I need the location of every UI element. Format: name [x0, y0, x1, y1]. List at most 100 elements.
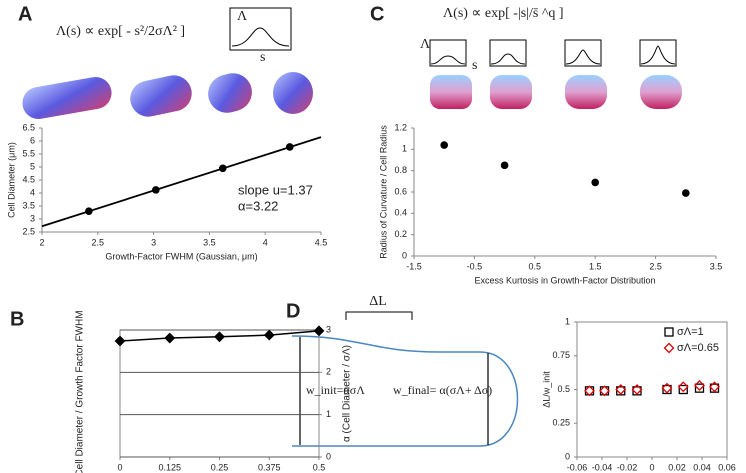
x-tick-label: 1.5: [589, 261, 602, 271]
y-tick-label: 0.25: [552, 418, 570, 428]
y-tick-label: 4: [30, 187, 35, 197]
formula: Λ(s) ∝ exp[ -|s|/s̄ ^q ]: [443, 6, 564, 21]
data-point: [599, 385, 610, 397]
x-tick-label: -0.06: [567, 462, 588, 472]
x-tick-label: 3.5: [710, 261, 723, 271]
data-point: [285, 143, 294, 151]
x-tick-label: 2.5: [649, 261, 662, 271]
data-point: [584, 385, 595, 397]
x-tick-label: -0.04: [592, 462, 613, 472]
x-axis-title: Excess Kurtosis in Growth-Factor Distrib…: [474, 275, 655, 285]
legend-marker: [663, 342, 675, 354]
y-tick-label: 1: [326, 409, 331, 419]
data-point: [615, 384, 627, 395]
data-point: [85, 207, 93, 215]
y-tick-label: 0.6: [394, 186, 407, 196]
legend-label: σΛ=1: [677, 326, 704, 338]
axes: [413, 128, 716, 257]
y-tick-label: 2.5: [22, 226, 35, 236]
inset-label: s: [260, 50, 265, 65]
y-tick-label: 1: [565, 316, 570, 326]
data-point: [263, 329, 275, 341]
y-tick-label: 1: [402, 144, 407, 154]
panel-letter: C: [370, 3, 384, 25]
y-tick-label: 0.5: [557, 384, 570, 394]
data-point: [661, 382, 673, 394]
legend-marker: [664, 327, 674, 337]
inset-gaussian: [229, 7, 292, 51]
y-tick-label: 6.5: [22, 122, 35, 132]
data-point: [631, 384, 643, 395]
cell-images-c: [430, 75, 682, 109]
x-tick-label: 0.5: [313, 462, 326, 472]
y-tick-label: 0.75: [552, 350, 570, 360]
x-tick-label: 4: [263, 237, 268, 247]
legend-label: σΛ=0.65: [677, 342, 719, 354]
y-tick-label: 3: [30, 213, 35, 223]
y-tick-label: 5.5: [22, 148, 35, 158]
diagram-label: ΔL: [369, 294, 387, 309]
data-point: [218, 164, 227, 173]
data-point: [682, 189, 690, 197]
y-tick-label: 0.4: [394, 208, 407, 218]
data-point: [694, 383, 705, 393]
data-point: [584, 386, 595, 396]
data-point: [599, 386, 610, 396]
inset-label: Λ: [420, 37, 431, 52]
inset-kurtosis: [429, 39, 677, 67]
x-tick-label: -1.5: [406, 261, 422, 271]
data-point: [591, 178, 599, 187]
y-tick-label: 0: [565, 451, 570, 461]
inset-label: s: [472, 58, 477, 73]
y-tick-label: 0: [402, 250, 407, 260]
plot-frame: [119, 329, 320, 458]
y-axis-title: Cell Diameter / Growth Factor FWHM: [75, 310, 86, 473]
data-point: [500, 161, 509, 170]
data-point: [214, 331, 225, 343]
x-tick-label: 3.5: [203, 237, 216, 247]
diagram-label: w_init=ασΛ: [306, 383, 365, 397]
y-tick-label: 3.5: [22, 200, 35, 210]
x-tick-label: 0.25: [211, 462, 229, 472]
x-tick-label: -0.5: [467, 261, 483, 271]
x-tick-label: 0.5: [529, 261, 542, 271]
diagram-label: w_final= α(σΛ+ Δσ): [393, 383, 492, 397]
x-tick-label: 2.5: [92, 237, 105, 247]
y-axis-title: Radius of Curvature / Cell Radius: [378, 125, 388, 259]
panel-letter: A: [18, 3, 32, 25]
data-point: [164, 332, 176, 344]
data-point: [678, 384, 688, 395]
y-tick-label: 4.5: [22, 174, 35, 184]
annotation: α=3.22: [238, 198, 278, 213]
panel-letter: D: [286, 300, 300, 322]
data-point: [677, 381, 689, 393]
y-tick-label: 0: [326, 451, 331, 461]
data-point: [694, 380, 705, 391]
data-point: [114, 335, 126, 347]
y-tick-label: 1.2: [394, 122, 407, 132]
x-tick-label: 0: [649, 462, 654, 472]
x-tick-label: 0: [117, 462, 122, 472]
y-tick-label: 5: [30, 161, 35, 171]
data-point: [313, 325, 325, 337]
x-tick-label: 2: [39, 237, 44, 247]
y-tick-label: 6: [30, 135, 35, 145]
x-tick-label: 0.06: [718, 462, 736, 472]
x-tick-label: 0.04: [693, 462, 711, 472]
panel-letter: B: [10, 308, 24, 330]
x-tick-label: 0.125: [158, 462, 181, 472]
cell-diagram: [291, 311, 519, 447]
annotation: slope u=1.37: [238, 182, 313, 197]
x-tick-label: 0.02: [668, 462, 686, 472]
y-tick-label: 0.2: [394, 229, 407, 239]
axes: [41, 128, 321, 233]
x-tick-label: 0.375: [258, 462, 281, 472]
inset-label: Λ: [237, 9, 248, 24]
data-point: [709, 381, 720, 393]
y-tick-label: 3: [326, 324, 331, 334]
y-tick-label: 0.8: [394, 165, 407, 175]
x-axis-title: Growth-Factor FWHM (Gaussian, μm): [105, 251, 257, 261]
x-tick-label: -0.02: [617, 462, 638, 472]
data-point: [440, 141, 449, 149]
formula: Λ(s) ∝ exp[ - s²/2σΛ² ]: [56, 24, 185, 39]
